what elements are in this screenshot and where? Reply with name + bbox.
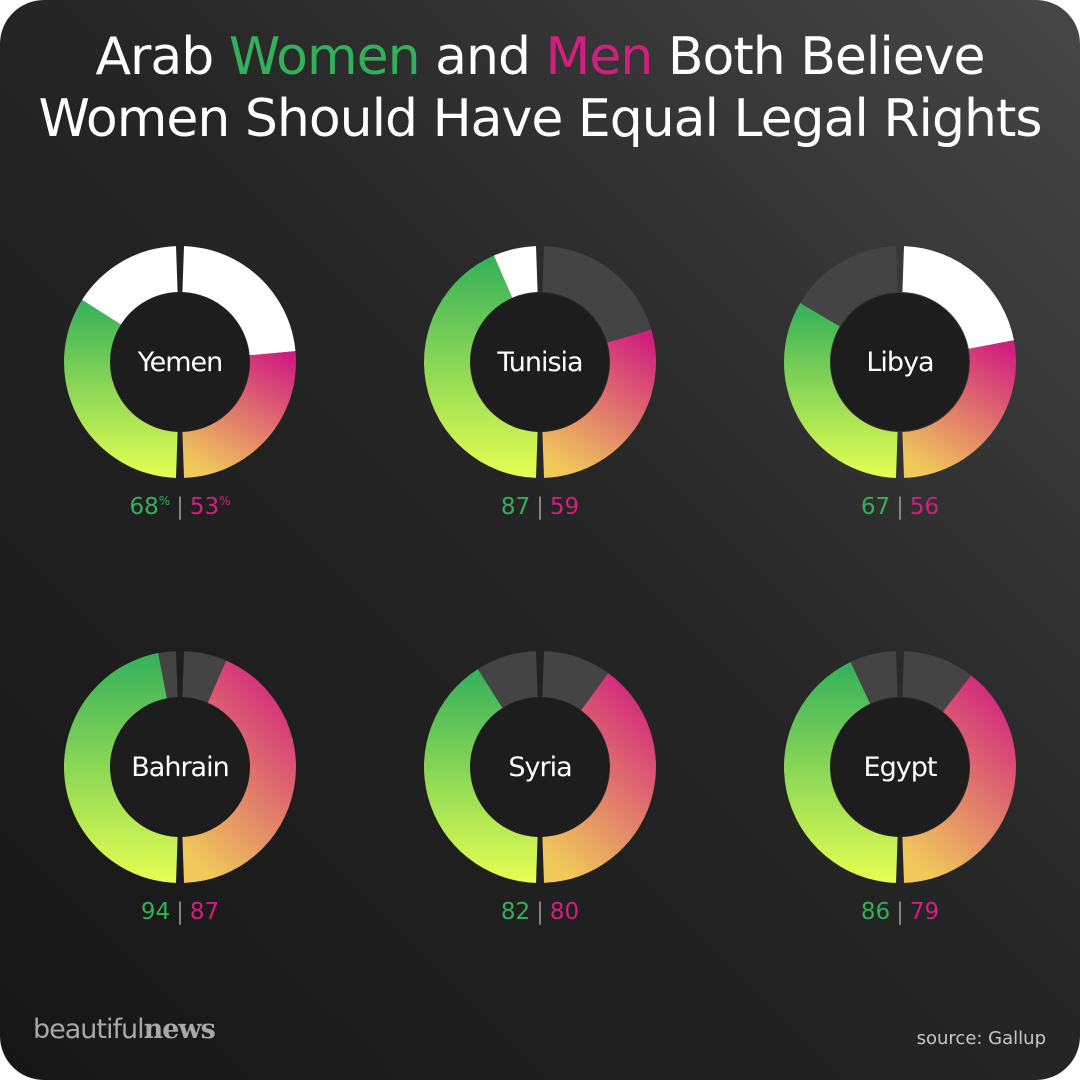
women-value: 82	[500, 899, 531, 925]
country-label: Bahrain	[131, 752, 228, 783]
men-arc	[902, 340, 1016, 478]
women-remainder-arc	[477, 651, 538, 708]
women-arc	[63, 299, 178, 478]
women-value: 68%	[129, 494, 171, 520]
country-label: Yemen	[137, 347, 223, 378]
men-arc	[542, 673, 657, 883]
men-value: 87	[189, 899, 220, 925]
title-text: Arab	[95, 27, 229, 87]
men-remainder-arc	[542, 246, 652, 343]
source-note: source: Gallup	[916, 1028, 1046, 1049]
chart-title: Arab Women and Men Both Believe Women Sh…	[0, 26, 1080, 150]
value-label-yemen: 68% | 53%	[60, 494, 300, 520]
men-remainder-arc	[902, 246, 1014, 349]
women-arc	[63, 653, 178, 883]
separator: |	[176, 899, 184, 925]
separator: |	[536, 494, 544, 520]
donut-hole	[831, 293, 969, 431]
brand-light: beautiful	[33, 1014, 145, 1045]
donut-syria: Syria	[423, 651, 657, 883]
donut-bahrain: Bahrain	[63, 651, 297, 883]
women-value: 67	[860, 494, 891, 520]
men-value: 56	[909, 494, 940, 520]
women-arc	[783, 662, 898, 883]
men-remainder-arc	[902, 651, 972, 712]
title-men-word: Men	[545, 27, 654, 87]
percent-sign: %	[219, 494, 231, 508]
value-label-egypt: 86 | 79	[780, 899, 1020, 925]
title-text: Both Believe	[652, 27, 986, 87]
women-remainder-arc	[850, 651, 898, 704]
women-arc	[784, 302, 898, 478]
brand-bold: news	[143, 1014, 216, 1045]
donut-libya: Libya	[784, 246, 1016, 478]
country-label: Libya	[866, 347, 933, 378]
women-value: 87	[500, 494, 531, 520]
donut-egypt: Egypt	[783, 651, 1016, 883]
men-remainder-arc	[542, 651, 609, 711]
women-remainder-arc	[493, 246, 538, 298]
brand-logo: beautifulnews	[33, 1014, 216, 1045]
separator: |	[176, 494, 184, 520]
men-arc	[542, 329, 656, 478]
donut-hole	[471, 698, 609, 836]
donut-tunisia: Tunisia	[424, 246, 656, 478]
men-remainder-arc	[182, 246, 296, 356]
value-label-tunisia: 87 | 59	[420, 494, 660, 520]
country-label: Tunisia	[496, 347, 582, 378]
men-arc	[182, 351, 296, 478]
donut-hole	[111, 698, 249, 836]
women-arc	[424, 255, 538, 478]
women-remainder-arc	[800, 246, 898, 327]
percent-sign: %	[158, 494, 171, 508]
title-line-1: Arab Women and Men Both Believe	[0, 26, 1080, 88]
donut-hole	[111, 293, 249, 431]
men-remainder-arc	[182, 651, 227, 703]
women-arc	[423, 669, 538, 883]
title-line-2: Women Should Have Equal Legal Rights	[38, 89, 1043, 149]
title-women-word: Women	[228, 27, 421, 87]
women-remainder-arc	[82, 246, 178, 325]
women-value: 86	[860, 899, 891, 925]
value-label-syria: 82 | 80	[420, 899, 660, 925]
country-label: Egypt	[864, 752, 937, 783]
separator: |	[536, 899, 544, 925]
separator: |	[896, 494, 904, 520]
separator: |	[896, 899, 904, 925]
men-value: 59	[549, 494, 580, 520]
value-label-bahrain: 94 | 87	[60, 899, 300, 925]
men-value: 53%	[189, 494, 231, 520]
women-value: 94	[140, 899, 171, 925]
men-value: 80	[549, 899, 580, 925]
value-label-libya: 67 | 56	[780, 494, 1020, 520]
donut-hole	[831, 698, 969, 836]
women-remainder-arc	[158, 651, 178, 699]
men-arc	[902, 675, 1016, 883]
donut-yemen: Yemen	[63, 246, 296, 478]
men-value: 79	[909, 899, 940, 925]
donut-hole	[471, 293, 609, 431]
men-arc	[182, 660, 297, 883]
title-text: and	[419, 27, 546, 87]
country-label: Syria	[508, 752, 571, 783]
